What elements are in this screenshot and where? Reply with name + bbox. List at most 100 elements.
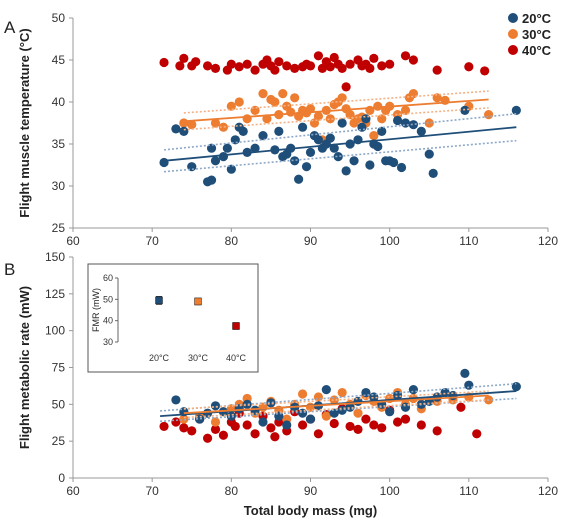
panel-a-point-30C (400, 105, 411, 115)
panel-b-ci-line-30C (183, 390, 489, 410)
panel-a-x-tick-label: 120 (538, 234, 558, 248)
panel-b-point-40C (297, 420, 308, 430)
panel-b-point-40C (456, 402, 466, 412)
panel-a-point-30C (278, 89, 288, 99)
panel-a-x-tick-label: 80 (225, 234, 239, 248)
panel-b-point-40C (230, 421, 240, 432)
panel-b-point-30C (297, 389, 308, 399)
panel-b-y-tick-label: 75 (52, 361, 66, 375)
panel-a-x-tick-label: 110 (459, 234, 478, 248)
panel-a-point-40C (408, 55, 419, 65)
panel-a-point-30C (250, 105, 260, 115)
panel-b-x-tick-label: 80 (225, 484, 239, 498)
panel-a-point-20C (349, 156, 359, 166)
panel-a-point-40C (210, 63, 221, 73)
inset-point-30C (194, 297, 202, 306)
panel-a-point-20C (171, 124, 181, 134)
panel-a-point-30C (313, 111, 324, 121)
panel-a-point-20C (226, 164, 236, 174)
panel-a-point-40C (480, 66, 490, 76)
legend-marker-30C (508, 29, 518, 39)
panel-a-point-20C (258, 131, 268, 141)
panel-b-point-20C (321, 385, 331, 395)
panel-a-point-20C (333, 152, 343, 162)
panel-letter-a: A (4, 18, 16, 37)
panel-a-point-40C (369, 53, 379, 63)
panel-a-chart: 25 30 35 40 45 50 60 70 80 90 100 110 120 Flight musc… (17, 11, 558, 248)
panel-a-point-20C (377, 126, 387, 136)
panel-a-point-40C (337, 63, 347, 73)
panel-b-point-40C (187, 426, 197, 436)
panel-a-ci-line-30C (183, 90, 489, 114)
panel-a-y-tick-label: 35 (52, 137, 66, 151)
panel-a-point-20C (416, 126, 426, 136)
panel-a-point-30C (270, 97, 280, 107)
panel-b-point-30C (210, 417, 221, 427)
panel-a-point-40C (274, 57, 284, 67)
panel-a-point-30C (484, 110, 494, 120)
panel-b-point-20C (460, 368, 470, 378)
panel-a-point-30C (373, 101, 383, 111)
panel-a-point-20C (305, 147, 316, 157)
legend-label-40C: 40°C (522, 43, 552, 58)
panel-b-point-30C (337, 387, 347, 398)
panel-b-point-20C (464, 380, 474, 390)
inset-y-tick-label: 60 (103, 273, 113, 283)
panel-b-x-tick-label: 70 (145, 484, 159, 498)
panel-b-point-40C (416, 420, 426, 430)
panel-b-point-20C (171, 395, 181, 405)
panel-b-x-tick-label: 60 (66, 484, 80, 498)
panel-letter-b: B (4, 260, 15, 279)
panel-b-point-30C (321, 411, 331, 421)
panel-a-point-20C (218, 152, 229, 162)
panel-a-point-40C (226, 59, 236, 69)
panel-a-point-40C (234, 62, 244, 72)
panel-a-point-30C (337, 93, 347, 103)
panel-a-point-20C (159, 157, 169, 168)
panel-b-point-20C (266, 398, 276, 408)
panel-a-point-20C (238, 126, 248, 136)
panel-b-point-40C (179, 423, 189, 433)
panel-a-y-tick-label: 50 (52, 11, 66, 25)
panel-a-y-axis-label: Flight muscle temperature (°C) (17, 28, 32, 217)
panel-a-point-30C (290, 93, 300, 103)
panel-a-point-40C (345, 59, 355, 69)
panel-a-point-40C (270, 65, 280, 75)
panel-a-trend-line-20C (163, 126, 517, 162)
panel-b-point-20C (440, 387, 450, 398)
panel-a-point-30C (234, 97, 244, 107)
panel-a-point-20C (511, 105, 521, 115)
panel-a-point-40C (305, 61, 316, 71)
panel-b-point-20C (511, 382, 521, 392)
panel-a-y-tick-label: 45 (52, 53, 66, 67)
panel-a-point-20C (424, 149, 434, 159)
panel-b-point-20C (305, 414, 316, 424)
panel-a-point-20C (408, 120, 419, 130)
panel-a-point-40C (341, 82, 351, 92)
panel-a-point-20C (341, 166, 351, 176)
legend-marker-20C (508, 13, 518, 23)
panel-a-point-40C (329, 52, 339, 63)
panel-a-point-30C (187, 120, 197, 130)
panel-a-point-20C (460, 105, 470, 115)
panel-b-point-40C (159, 421, 169, 432)
panel-a-point-40C (313, 51, 324, 61)
panel-b-point-40C (210, 424, 221, 434)
panel-b-point-40C (329, 418, 339, 429)
panel-a-x-tick-label: 60 (66, 234, 80, 248)
panel-a-point-20C (337, 118, 347, 128)
inset-point-20C (155, 296, 163, 305)
panel-b-point-40C (400, 414, 411, 424)
panel-a-point-40C (175, 61, 185, 71)
panel-b-y-tick-label: 100 (45, 324, 65, 338)
panel-a-point-20C (210, 156, 221, 166)
panel-a-point-40C (179, 53, 189, 63)
panel-b-point-40C (345, 421, 355, 432)
panel-a-point-20C (325, 133, 335, 143)
panel-a-x-tick-label: 100 (380, 234, 400, 248)
panel-a-point-30C (369, 131, 379, 141)
panel-b-point-40C (202, 433, 213, 443)
panel-a-trend-line-30C (183, 98, 489, 123)
panel-b-x-tick-label: 110 (459, 484, 478, 498)
